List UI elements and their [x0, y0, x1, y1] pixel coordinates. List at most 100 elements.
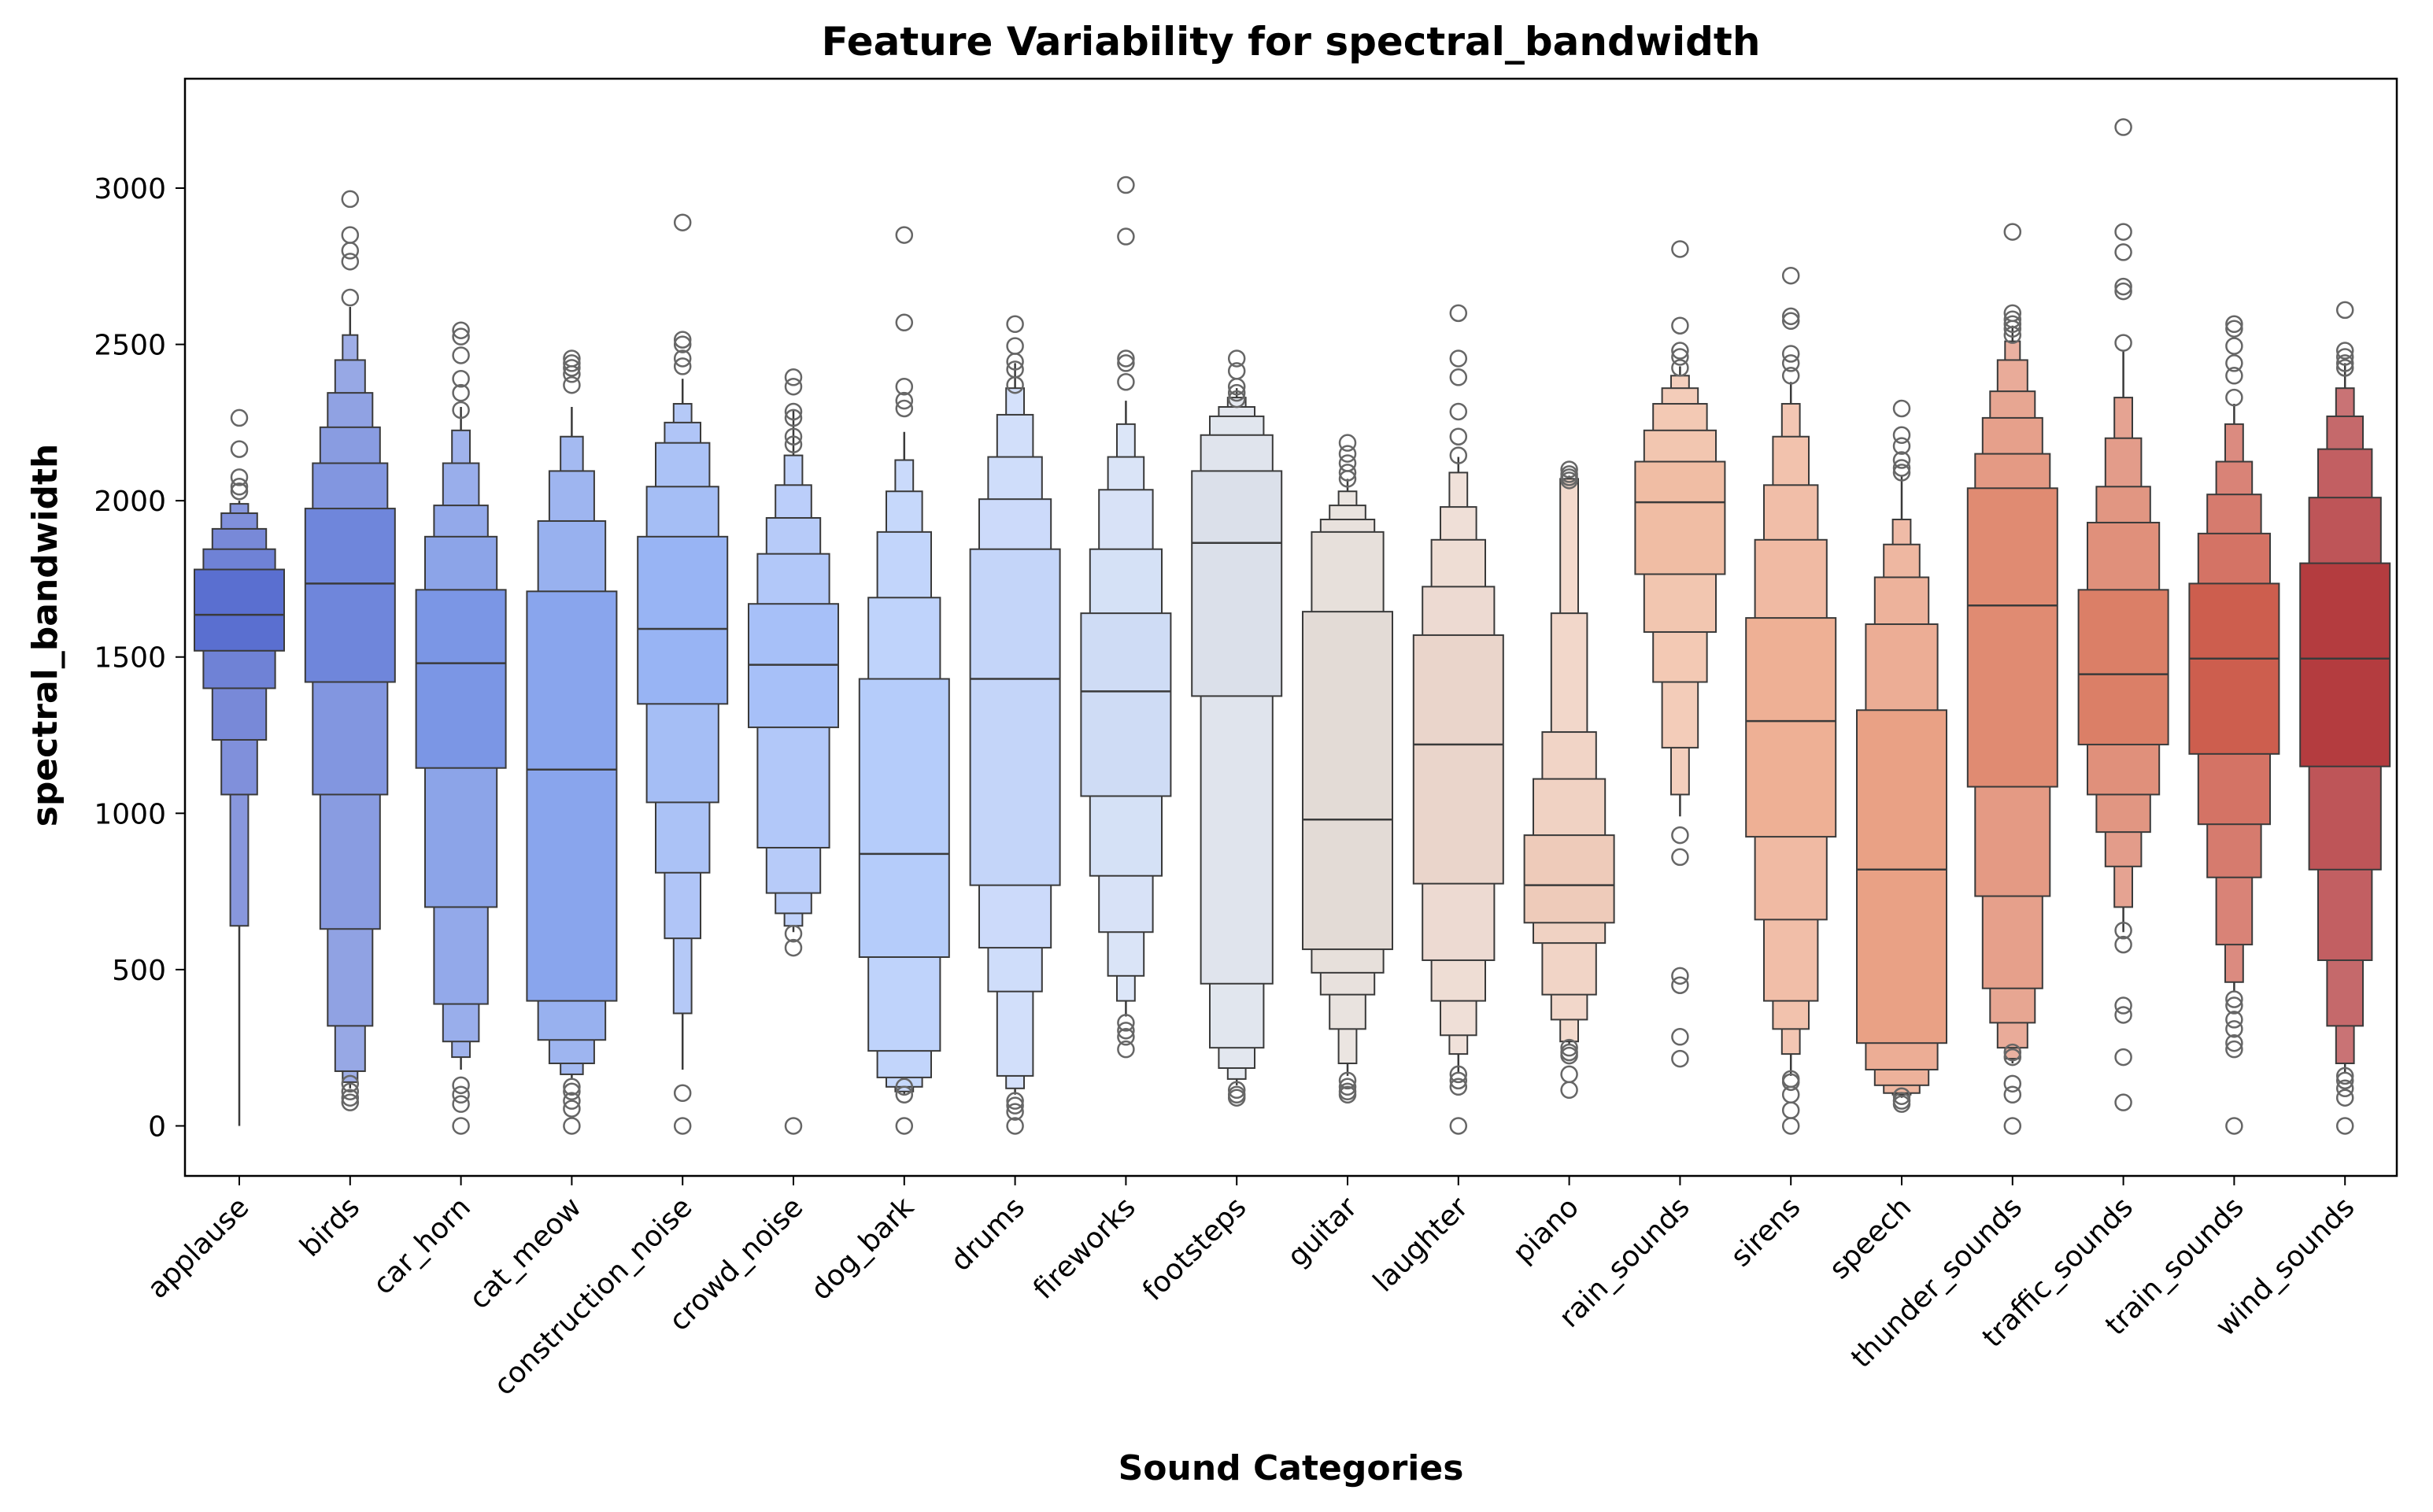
outlier-point [452, 346, 470, 364]
y-tick-label: 2000 [94, 486, 166, 518]
outlier-point [1671, 826, 1689, 845]
outlier-point [895, 313, 914, 332]
outlier-point [2003, 1048, 2022, 1067]
outlier-point [1117, 227, 1135, 246]
outlier-point [784, 408, 803, 427]
boxen-box [2077, 589, 2169, 745]
boxen-group [2299, 301, 2391, 1135]
outlier-point [1892, 437, 1911, 455]
outlier-point [2114, 334, 2132, 352]
boxen-box [858, 678, 950, 958]
boxen-group [2188, 315, 2280, 1135]
boxen-group [637, 213, 729, 1135]
outlier-point [1560, 1081, 1578, 1100]
outlier-point [1338, 1078, 1357, 1096]
outlier-point [1227, 377, 1246, 396]
outlier-point [341, 1074, 360, 1093]
outlier-point [784, 368, 803, 386]
outlier-point [452, 321, 470, 339]
outlier-point [230, 482, 249, 501]
outlier-point [2003, 1074, 2022, 1093]
outlier-point [784, 402, 803, 421]
outlier-point [2114, 277, 2132, 296]
outlier-point [2114, 223, 2132, 241]
outlier-point [2003, 1043, 2022, 1062]
outlier-point [2225, 388, 2243, 407]
boxen-box [1080, 612, 1172, 797]
outlier-point [784, 1117, 803, 1135]
outlier-point [895, 1117, 914, 1135]
outlier-point [784, 427, 803, 445]
outlier-point [673, 1117, 692, 1135]
outlier-point [1671, 240, 1689, 258]
boxen-group [1412, 304, 1504, 1135]
outlier-point [563, 1082, 581, 1101]
outlier-point [2114, 118, 2132, 136]
boxen-box [304, 508, 396, 683]
outlier-point [563, 375, 581, 394]
outlier-point [895, 377, 914, 396]
outlier-point [230, 440, 249, 458]
x-axis-label: Sound Categories [1119, 1448, 1464, 1488]
outlier-point [1006, 1117, 1024, 1135]
outlier-point [1671, 848, 1689, 867]
boxen-group [1191, 349, 1283, 1107]
y-tick-label: 2500 [94, 330, 166, 362]
outlier-point [784, 435, 803, 453]
outlier-point [1227, 1081, 1246, 1100]
boxen-box [1634, 460, 1726, 575]
outlier-point [1006, 1096, 1024, 1115]
outlier-point [1117, 372, 1135, 391]
outlier-point [1117, 1022, 1135, 1040]
boxen-box [1523, 834, 1615, 924]
outlier-point [2003, 223, 2022, 241]
outlier-point [563, 1078, 581, 1096]
outlier-point [1781, 1073, 1800, 1092]
outlier-point [2225, 315, 2243, 334]
outlier-point [2225, 996, 2243, 1015]
outlier-point [2335, 301, 2354, 320]
boxen-group [1745, 266, 1837, 1135]
outlier-point [1560, 471, 1578, 490]
outlier-point [1449, 368, 1468, 386]
outlier-point [230, 468, 249, 486]
outlier-point [452, 1117, 470, 1135]
outlier-point [341, 1093, 360, 1111]
outlier-point [1338, 434, 1357, 452]
outlier-point [2114, 1093, 2132, 1111]
y-tick-label: 500 [112, 955, 166, 987]
boxen-box [526, 590, 618, 1002]
outlier-point [1006, 1103, 1024, 1121]
outlier-point [2225, 990, 2243, 1008]
outlier-point [2225, 1040, 2243, 1059]
outlier-point [2335, 1079, 2354, 1098]
boxen-box [415, 589, 507, 769]
outlier-point [1006, 375, 1024, 394]
outlier-point [1560, 1038, 1578, 1057]
outlier-point [1671, 1028, 1689, 1046]
outlier-point [1117, 354, 1135, 372]
outlier-point [2335, 359, 2354, 377]
outlier-point [1227, 349, 1246, 368]
outlier-point [452, 1095, 470, 1113]
outlier-point [1117, 349, 1135, 368]
outlier-point [341, 1082, 360, 1101]
plot-frame [183, 77, 2398, 1177]
outlier-point [2003, 315, 2022, 334]
outlier-point [2114, 1006, 2132, 1024]
outlier-point [452, 327, 470, 346]
outlier-point [2114, 282, 2132, 301]
outlier-point [673, 1084, 692, 1103]
boxen-box [2299, 562, 2391, 767]
outlier-point [673, 357, 692, 375]
boxen-group [748, 368, 839, 1135]
outlier-point [1338, 1085, 1357, 1104]
y-axis-label: spectral_bandwidth [25, 444, 65, 827]
outlier-point [673, 335, 692, 353]
outlier-point [341, 1089, 360, 1107]
boxen-group [304, 190, 396, 1111]
outlier-point [2335, 1071, 2354, 1090]
outlier-point [1781, 307, 1800, 326]
outlier-point [1781, 1117, 1800, 1135]
